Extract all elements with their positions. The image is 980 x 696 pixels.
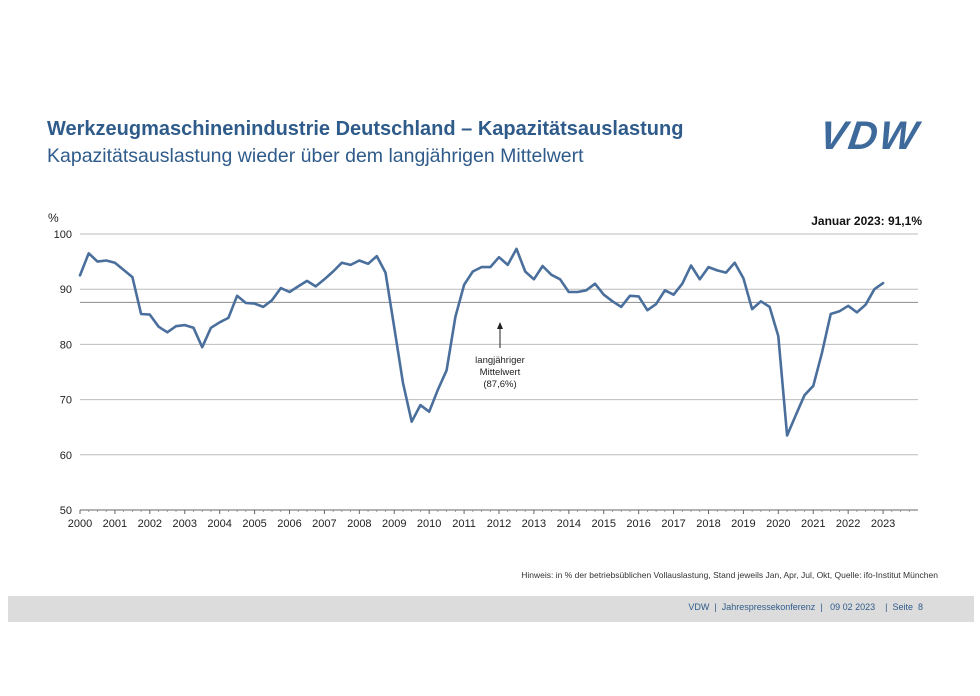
x-tick-label-2021: 2021 — [801, 518, 825, 530]
slide-title: Werkzeugmaschinenindustrie Deutschland –… — [47, 118, 684, 140]
series-line-0 — [78, 247, 885, 437]
x-tick-label-2018: 2018 — [696, 518, 720, 530]
y-tick-label-50: 50 — [60, 505, 72, 517]
label-layer: 50 60 70 80 90 100 2000 2001 2002 2003 2004 2005 200… — [48, 211, 922, 530]
x-tick-label-2009: 2009 — [382, 518, 406, 530]
x-tick-label-2023: 2023 — [871, 518, 895, 530]
mean-annotation-line: (87,6%) — [483, 379, 516, 390]
footer-bar — [8, 596, 974, 622]
x-tick-label-2008: 2008 — [347, 518, 371, 530]
x-tick-label-2012: 2012 — [487, 518, 511, 530]
x-tick-label-2015: 2015 — [592, 518, 616, 530]
mean-arrow-head — [497, 322, 503, 329]
mean-annotation-line: langjähriger — [475, 355, 525, 366]
y-tick-label-90: 90 — [60, 284, 72, 296]
x-tick-label-2017: 2017 — [661, 518, 685, 530]
x-tick-label-2020: 2020 — [766, 518, 790, 530]
x-tick-label-2022: 2022 — [836, 518, 860, 530]
x-tick-label-2003: 2003 — [173, 518, 197, 530]
x-tick-label-2000: 2000 — [68, 518, 92, 530]
source-note: Hinweis: in % der betriebsüblichen Volla… — [521, 570, 938, 580]
line-chart: 50 60 70 80 90 100 2000 2001 2002 2003 2004 2005 200… — [48, 211, 922, 530]
x-tick-label-2002: 2002 — [138, 518, 162, 530]
y-tick-label-70: 70 — [60, 395, 72, 407]
mean-annotation-line: Mittelwert — [480, 367, 521, 378]
y-tick-label-80: 80 — [60, 339, 72, 351]
x-tick-label-2016: 2016 — [626, 518, 650, 530]
x-tick-label-2001: 2001 — [103, 518, 127, 530]
series-layer — [78, 247, 885, 437]
x-tick-label-2013: 2013 — [522, 518, 546, 530]
x-tick-label-2014: 2014 — [557, 518, 581, 530]
x-tick-label-2011: 2011 — [452, 518, 476, 530]
y-tick-label-100: 100 — [54, 229, 72, 241]
x-tick-label-2007: 2007 — [312, 518, 336, 530]
x-tick-label-2010: 2010 — [417, 518, 441, 530]
x-tick-label-2019: 2019 — [731, 518, 755, 530]
slide-subtitle: Kapazitätsauslastung wieder über dem lan… — [47, 145, 584, 167]
axis-layer — [79, 509, 918, 514]
x-tick-label-2006: 2006 — [277, 518, 301, 530]
y-tick-label-60: 60 — [60, 450, 72, 462]
x-tick-label-2005: 2005 — [242, 518, 266, 530]
latest-value-annotation: Januar 2023: 91,1% — [811, 214, 922, 228]
footer-text: VDW | Jahrespressekonferenz | 09 02 2023… — [688, 602, 923, 612]
x-tick-label-2004: 2004 — [207, 518, 231, 530]
y-axis-unit: % — [48, 211, 59, 225]
